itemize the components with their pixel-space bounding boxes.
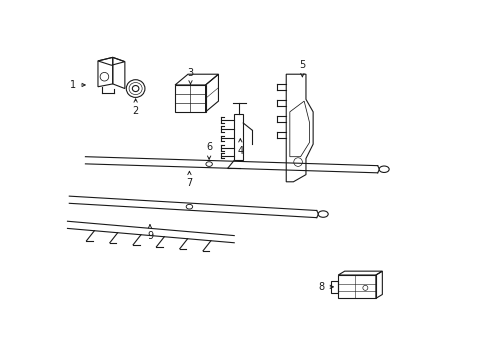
Text: 2: 2 — [132, 99, 139, 116]
Text: 5: 5 — [299, 60, 305, 77]
Bar — [175, 85, 205, 112]
Bar — [234, 114, 243, 160]
Text: 6: 6 — [206, 142, 212, 159]
Text: 8: 8 — [318, 282, 333, 292]
Text: 9: 9 — [147, 225, 153, 241]
Text: 1: 1 — [70, 80, 85, 90]
Bar — [338, 275, 376, 298]
Text: 7: 7 — [186, 171, 193, 188]
Text: 3: 3 — [188, 68, 194, 84]
Bar — [331, 281, 338, 293]
Text: 4: 4 — [237, 139, 244, 156]
